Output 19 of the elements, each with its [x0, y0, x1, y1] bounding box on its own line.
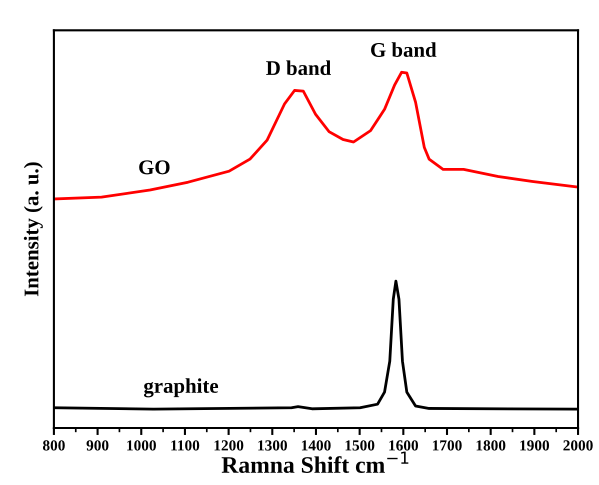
x-tick-label: 1600	[389, 440, 418, 451]
annotation: G band	[371, 42, 436, 57]
x-tick-label: 1700	[432, 440, 462, 451]
x-tick-label: 1900	[520, 440, 550, 451]
x-tick-label: 800	[42, 440, 65, 451]
x-axis-title: Ramna Shift cm$^{−1}$	[222, 452, 408, 473]
x-tick-label: 1000	[127, 440, 156, 451]
x-tick-label: 1100	[171, 440, 200, 451]
x-tick-label: 1500	[346, 440, 374, 451]
x-tick-label: 1200	[214, 440, 244, 451]
x-tick-label: 1800	[476, 440, 506, 451]
x-tick-label: 1400	[302, 440, 331, 451]
annotation: D band	[266, 60, 331, 76]
x-tick-label: 1300	[258, 440, 287, 451]
x-tick-label: 2000	[563, 440, 593, 451]
annotation: GO	[139, 160, 170, 174]
annotation: graphite	[144, 378, 218, 398]
x-tick-label: 900	[86, 440, 108, 451]
y-axis-title: Intensity (a. u.)	[24, 162, 43, 296]
